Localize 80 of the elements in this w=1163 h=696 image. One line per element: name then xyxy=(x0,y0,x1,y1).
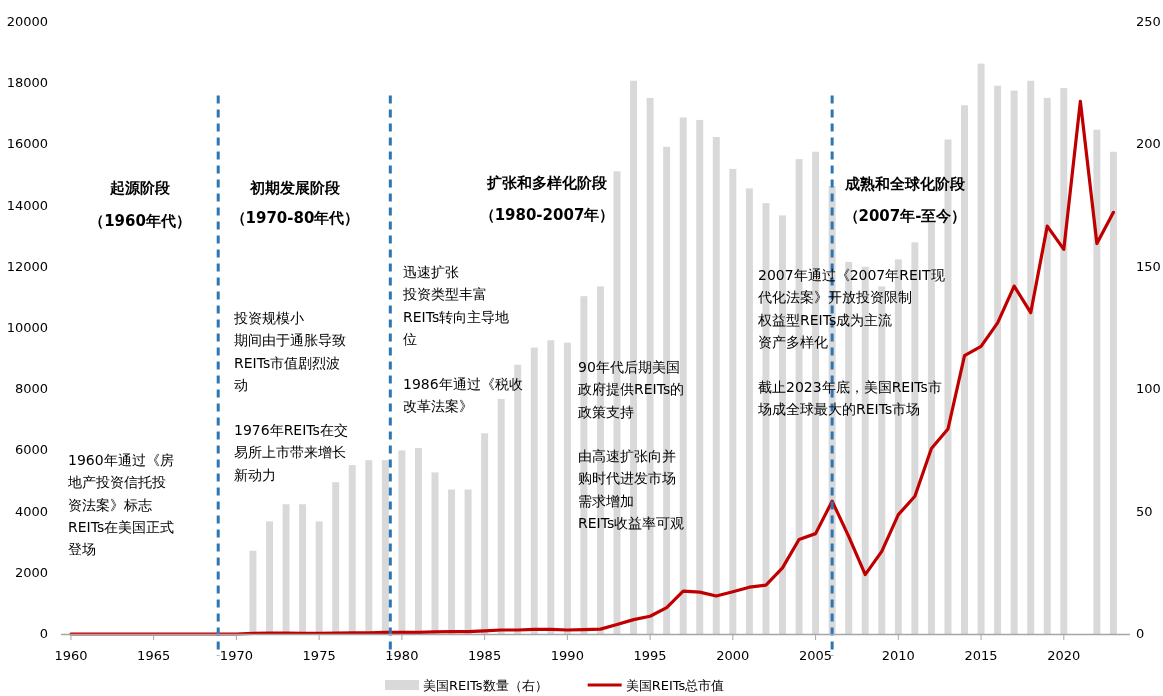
bar xyxy=(563,342,571,634)
annotation: 90年代后期美国政府提供REITs的政策支持 xyxy=(578,359,685,420)
bar xyxy=(414,447,422,634)
x-tick-label: 1965 xyxy=(137,648,171,663)
bar xyxy=(448,489,456,634)
line-series xyxy=(69,99,1116,636)
bar xyxy=(315,521,323,634)
y2-tick-label: 150 xyxy=(1136,258,1161,274)
bar xyxy=(530,347,538,634)
bar xyxy=(1060,88,1068,634)
y-tick-label: 0 xyxy=(39,626,48,641)
x-tick-label: 1990 xyxy=(550,648,584,663)
y2-tick-label: 200 xyxy=(1136,136,1161,152)
x-tick-label: 1975 xyxy=(302,648,336,663)
x-tick-label: 1980 xyxy=(385,648,419,663)
annotation: 1960年通过《房地产投资信托投资法案》标志REITs在美国正式登场 xyxy=(67,452,175,558)
x-tick-label: 1960 xyxy=(54,648,88,663)
y-tick-label: 12000 xyxy=(6,258,48,274)
bar xyxy=(481,433,489,634)
bar xyxy=(712,137,720,634)
annotation: 初期发展阶段 xyxy=(249,179,341,197)
y2-tick-label: 250 xyxy=(1136,14,1161,29)
annotation: 1976年REITs在交易所上市带来增长新动力 xyxy=(234,422,348,483)
annotation: 截止2023年底，美国REITs市场成全球最大的REITs市场 xyxy=(757,379,942,418)
annotation: 成熟和全球化阶段 xyxy=(844,175,966,193)
y-tick-label: 2000 xyxy=(14,564,48,580)
bar xyxy=(464,489,472,634)
legend-label: 美国REITs总市值 xyxy=(625,678,725,693)
annotation: （2007年-至今） xyxy=(843,207,967,225)
y2-tick-label: 50 xyxy=(1136,503,1153,519)
y-tick-label: 14000 xyxy=(6,197,48,213)
bar xyxy=(1093,129,1101,634)
annotation: 由高速扩张向并购时代进发市场需求增加REITs收益率可观 xyxy=(578,448,685,531)
x-tick-label: 2005 xyxy=(799,648,833,663)
legend-label: 美国REITs数量（右） xyxy=(423,678,548,693)
bar xyxy=(348,465,356,634)
bar xyxy=(1010,90,1018,634)
y2-tick-label: 100 xyxy=(1136,381,1161,397)
annotation: 迅速扩张投资类型丰富REITs转向主导地位 xyxy=(402,264,510,347)
y-tick-label: 8000 xyxy=(14,381,48,397)
x-tick-label: 1995 xyxy=(633,648,667,663)
bar xyxy=(332,482,340,634)
annotation: 1986年通过《税收改革法案》 xyxy=(403,376,523,415)
x-tick-label: 2015 xyxy=(964,648,998,663)
annotation: （1960年代） xyxy=(89,212,191,230)
bar xyxy=(1043,97,1051,634)
annotation: （1980-2007年） xyxy=(479,206,615,224)
x-tick-label: 1970 xyxy=(219,648,253,663)
y-tick-label: 18000 xyxy=(6,75,48,91)
bar xyxy=(365,460,373,634)
bar xyxy=(249,550,257,634)
bar xyxy=(299,504,307,634)
bar xyxy=(497,398,505,634)
annotation: 扩张和多样化阶段 xyxy=(486,174,608,192)
bar xyxy=(745,188,753,634)
x-tick-label: 2010 xyxy=(881,648,915,663)
y-tick-label: 10000 xyxy=(6,320,48,335)
y2-tick-label: 0 xyxy=(1136,626,1145,641)
bar xyxy=(547,340,555,634)
bar xyxy=(696,119,704,634)
bar xyxy=(1027,80,1035,634)
y-tick-label: 20000 xyxy=(6,14,48,29)
x-tick-label: 1985 xyxy=(468,648,502,663)
annotation: （1970-80年代） xyxy=(230,209,360,227)
bar xyxy=(266,521,273,634)
bar xyxy=(381,460,389,634)
bar xyxy=(729,168,737,634)
bar xyxy=(1109,151,1117,634)
annotation: 投资规模小期间由于通胀导致REITs市值剧烈波动 xyxy=(233,310,346,393)
y-tick-label: 16000 xyxy=(6,136,48,152)
bar xyxy=(398,450,406,634)
annotation: 2007年通过《2007年REIT现代化法案》开放投资限制权益型REITs成为主流资产多样化 xyxy=(757,267,945,350)
x-tick-label: 2000 xyxy=(716,648,750,663)
annotation: 起源阶段 xyxy=(109,179,171,197)
bar xyxy=(994,85,1002,634)
bar xyxy=(977,63,985,634)
y-tick-label: 4000 xyxy=(14,503,48,519)
bar xyxy=(282,504,290,634)
x-tick-label: 2020 xyxy=(1047,648,1081,663)
y-tick-label: 6000 xyxy=(14,442,48,458)
